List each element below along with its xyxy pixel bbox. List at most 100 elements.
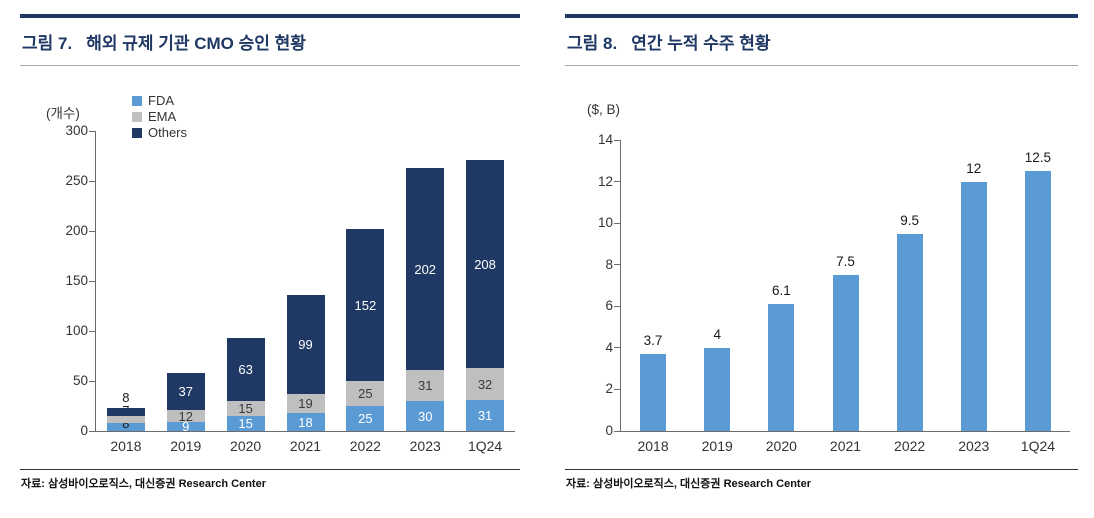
y-axis-tick <box>89 380 96 382</box>
x-axis-category-label: 2021 <box>289 438 322 454</box>
legend-item-ema: EMA <box>132 109 187 125</box>
bar-segment-ema <box>466 368 505 400</box>
bar-segment-others <box>466 160 505 368</box>
bar-value-label: 8 <box>122 416 130 431</box>
y-axis-tick <box>89 130 96 132</box>
bar <box>896 233 923 431</box>
y-axis-tick-label: 8 <box>605 256 613 272</box>
figure7-number: 그림 7. <box>22 34 73 53</box>
y-axis-tick <box>614 222 621 224</box>
bar-segment-fda <box>406 401 445 431</box>
bar-value-label: 15 <box>238 416 253 431</box>
y-axis-tick-label: 10 <box>597 215 613 231</box>
bar-segment-ema <box>226 401 265 416</box>
y-axis-tick <box>614 430 621 432</box>
figure8-title-bar: 그림 8. 연간 누적 수주 현황 <box>565 14 1078 66</box>
bar-value-label: 12.5 <box>1024 150 1052 166</box>
y-axis-tick-label: 150 <box>65 273 88 288</box>
figure8-plot-area: 0 2 4 6 8 10 12 14 2018 2019 2020 2021 2022 2023 1Q24 3… <box>598 132 1070 454</box>
y-axis-tick-label: 300 <box>65 123 88 138</box>
bar-value-label: 12 <box>178 408 194 424</box>
bar <box>1024 171 1051 431</box>
bar-segment-others <box>406 168 445 370</box>
bar-segment-fda <box>166 422 205 431</box>
x-axis-category-label: 2018 <box>637 438 669 454</box>
y-axis-tick-label: 100 <box>65 323 88 338</box>
legend-swatch-others <box>132 128 142 138</box>
figure8-source-row: 자료: 삼성바이오로직스, 대신증권 Research Center <box>565 469 1078 491</box>
figure7-title: 해외 규제 기관 CMO 승인 현황 <box>86 34 306 53</box>
figure8-source-text: 자료: 삼성바이오로직스, 대신증권 Research Center <box>566 478 811 490</box>
y-axis-tick-label: 0 <box>605 423 613 438</box>
bar-value-label: 9.5 <box>900 212 920 228</box>
figure8-y-unit-label: ($, B) <box>587 102 621 117</box>
y-axis-tick-label: 50 <box>72 373 88 388</box>
legend-label: EMA <box>148 109 177 124</box>
bar-segment-others <box>166 373 205 410</box>
x-axis-category-label: 2021 <box>829 438 862 454</box>
x-axis-category-label: 2022 <box>349 438 381 454</box>
bar-value-label: 15 <box>238 401 253 416</box>
y-axis-tick-label: 0 <box>80 423 88 438</box>
bar-value-label: 12 <box>966 160 982 176</box>
bar-value-label: 31 <box>477 408 493 423</box>
x-axis-category-label: 2020 <box>765 438 797 454</box>
bar-segment-ema <box>166 410 205 422</box>
bar-value-label: 32 <box>477 376 493 392</box>
bar <box>704 347 731 431</box>
y-axis-tick-label: 2 <box>605 381 613 397</box>
bar-segment-others <box>286 295 325 394</box>
bar-value-label: 4 <box>713 326 721 342</box>
y-axis-tick <box>89 430 96 432</box>
y-axis-tick <box>614 305 621 307</box>
x-axis-category-label: 2022 <box>894 438 926 454</box>
bar-value-label: 63 <box>238 362 253 377</box>
x-axis-category-label: 2020 <box>230 438 262 454</box>
x-axis-category-label: 2019 <box>701 438 733 454</box>
x-axis-category-label: 2023 <box>958 438 990 454</box>
figure7-panel: 그림 7. 해외 규제 기관 CMO 승인 현황 (개수) FDA EMA Othe… <box>20 14 520 496</box>
bar <box>640 354 667 431</box>
x-axis-category-label: 1Q24 <box>467 438 503 454</box>
y-axis-tick <box>89 330 96 332</box>
figure7-y-unit-label: (개수) <box>46 106 80 121</box>
bar-value-label: 6.1 <box>771 283 791 299</box>
y-axis-tick-label: 6 <box>605 298 613 314</box>
y-axis-tick-label: 250 <box>65 173 88 188</box>
bar-value-label: 37 <box>178 384 194 399</box>
x-axis-category-label: 2018 <box>110 438 142 454</box>
y-axis-tick <box>614 264 621 266</box>
bar-value-label: 25 <box>358 411 373 426</box>
legend-item-fda: FDA <box>132 93 187 109</box>
bar-segment-fda <box>106 423 145 431</box>
y-axis-tick <box>614 347 621 349</box>
y-axis-tick <box>89 280 96 282</box>
bar <box>960 181 987 431</box>
figure8-number: 그림 8. <box>567 34 618 53</box>
bar-segment-ema <box>406 370 445 401</box>
bar-value-label: 202 <box>414 261 437 277</box>
bar <box>832 275 859 431</box>
y-axis-tick <box>89 230 96 232</box>
y-axis-tick <box>614 139 621 141</box>
legend-label: FDA <box>148 93 174 108</box>
legend-swatch-fda <box>132 96 142 106</box>
bar-value-label: 18 <box>298 414 313 430</box>
bar-segment-fda <box>346 406 385 431</box>
bar-segment-ema <box>106 416 145 423</box>
y-axis-tick-label: 4 <box>605 339 613 355</box>
y-axis-tick <box>89 180 96 182</box>
bar-value-label: 31 <box>417 378 433 393</box>
y-axis-tick-label: 200 <box>65 223 88 238</box>
bar-value-label: 30 <box>417 408 433 424</box>
legend-swatch-ema <box>132 112 142 122</box>
bar-segment-others <box>226 338 265 401</box>
figure7-legend: FDA EMA Others <box>132 93 187 141</box>
y-axis-tick <box>614 388 621 390</box>
y-axis-tick-label: 12 <box>597 173 613 189</box>
figure8-panel: 그림 8. 연간 누적 수주 현황 ($, B) 0 2 4 6 8 10 12 14 2018… <box>565 14 1078 496</box>
figure7-source-row: 자료: 삼성바이오로직스, 대신증권 Research Center <box>20 469 520 491</box>
bar-segment-others <box>346 229 385 381</box>
y-axis-tick <box>614 181 621 183</box>
bar-segment-ema <box>286 394 325 413</box>
